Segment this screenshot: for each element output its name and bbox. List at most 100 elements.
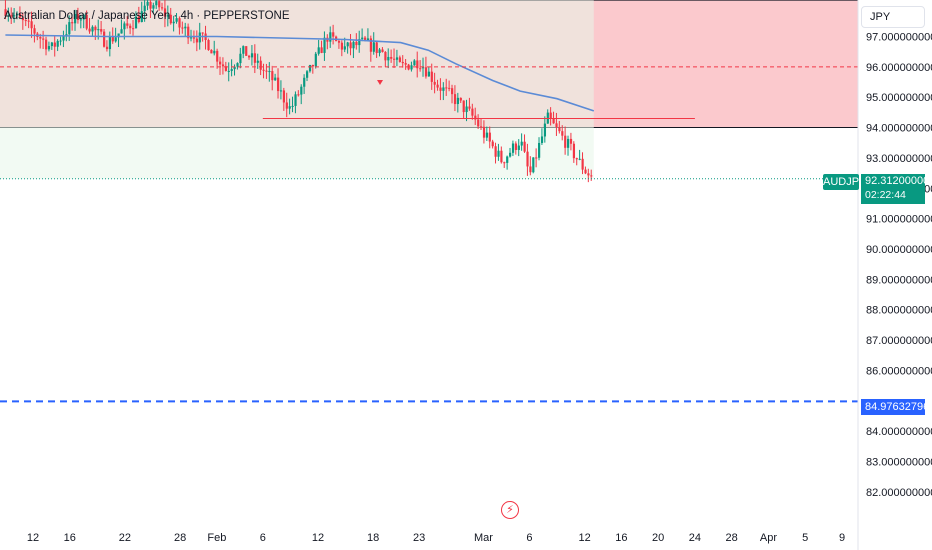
candle-body: [134, 16, 138, 29]
candle-body: [181, 27, 184, 29]
candle-body: [294, 94, 297, 106]
candle-body: [451, 88, 454, 95]
candle-body: [30, 21, 33, 29]
candle-body: [236, 63, 239, 67]
candle-body: [567, 138, 570, 148]
candle-body: [161, 7, 164, 9]
candle-body: [16, 13, 19, 16]
candle-body: [158, 1, 161, 8]
candle-body: [268, 71, 271, 73]
candle-body: [384, 52, 387, 61]
candle-body: [416, 60, 419, 69]
price-tick-label: 88.000000000: [866, 305, 932, 317]
candle-body: [4, 9, 7, 17]
candle-body: [277, 77, 280, 92]
time-tick-label: 28: [174, 532, 186, 544]
time-tick-label: 5: [802, 532, 808, 544]
candle-body: [282, 90, 286, 103]
candle-body: [253, 53, 257, 63]
price-tick-label: 84.000000000: [866, 426, 932, 438]
candle-body: [555, 123, 558, 127]
candle-body: [140, 11, 143, 22]
candle-body: [317, 47, 320, 54]
candle-body: [207, 40, 210, 51]
candle-body: [543, 123, 547, 137]
candle-body: [265, 70, 268, 72]
candle-body: [456, 97, 460, 105]
candle-body: [285, 102, 288, 109]
time-tick-label: 6: [526, 532, 532, 544]
candle-body: [306, 71, 309, 78]
candle-body: [233, 66, 236, 70]
price-tick-label: 97.000000000: [866, 32, 932, 44]
candle-body: [216, 50, 219, 62]
candle-body: [303, 77, 306, 87]
candle-body: [297, 94, 300, 96]
candle-body: [76, 14, 80, 20]
candle-body: [366, 38, 370, 41]
candle-body: [413, 60, 416, 66]
candle-body: [468, 106, 471, 109]
candle-body: [74, 14, 77, 24]
candle-body: [85, 14, 88, 29]
time-tick-label: 22: [119, 532, 131, 544]
candle-body: [300, 86, 303, 95]
candle-body: [53, 42, 56, 47]
candle-body: [500, 150, 503, 163]
candle-body: [424, 67, 428, 77]
candle-body: [523, 141, 526, 152]
candle-body: [259, 60, 262, 70]
candle-body: [364, 37, 367, 41]
candle-body: [465, 106, 468, 113]
price-tick-label: 95.000000000: [866, 92, 932, 104]
candle-body: [329, 32, 332, 42]
time-tick-label: 16: [64, 532, 76, 544]
candle-body: [578, 158, 581, 160]
candle-body: [387, 56, 390, 61]
candle-body: [94, 26, 97, 31]
candle-body: [100, 29, 103, 32]
candle-body: [445, 87, 448, 89]
time-tick-label: 20: [652, 532, 664, 544]
price-tick-label: 91.000000000: [866, 214, 932, 226]
time-tick-label: 24: [689, 532, 701, 544]
candle-body: [198, 32, 201, 43]
candle-body: [88, 28, 91, 32]
candle-body: [210, 50, 213, 54]
candle-body: [494, 146, 497, 157]
candle-body: [491, 141, 494, 147]
candle-body: [256, 60, 259, 63]
candle-body: [422, 67, 425, 69]
candle-body: [401, 61, 404, 64]
candle-body: [137, 16, 141, 22]
candle-body: [230, 69, 233, 71]
time-axis: 12 16 22 28 Feb 6 12 18 23 Mar 6 12 16 20 24 28 Apr 5 9: [27, 532, 845, 544]
candle-body: [178, 18, 181, 28]
candle-body: [314, 53, 317, 67]
price-tick-label: 94.000000000: [866, 123, 932, 135]
candle-body: [558, 126, 561, 132]
moving-average-line: [5, 34, 595, 112]
candle-body: [172, 21, 175, 24]
candle-body: [427, 71, 431, 77]
candle-body: [123, 23, 126, 30]
candle-body: [393, 58, 396, 60]
candle-body: [308, 64, 312, 72]
candle-body: [274, 77, 277, 81]
currency-button[interactable]: JPY: [861, 6, 925, 28]
candle-body: [561, 131, 564, 136]
candle-body: [152, 5, 155, 9]
price-tick-label: 93.000000000: [866, 153, 932, 165]
candle-body: [369, 38, 373, 52]
candle-body: [129, 25, 132, 29]
candle-body: [477, 119, 480, 127]
candle-body: [332, 32, 335, 37]
bar-countdown: 02:22:44: [865, 189, 906, 201]
time-tick-label: 12: [578, 532, 590, 544]
candle-body: [24, 20, 27, 22]
time-tick-label: Mar: [474, 532, 493, 544]
time-tick-label: Feb: [207, 532, 226, 544]
lightning-icon[interactable]: ⚡︎: [501, 501, 519, 519]
candle-body: [526, 151, 529, 167]
